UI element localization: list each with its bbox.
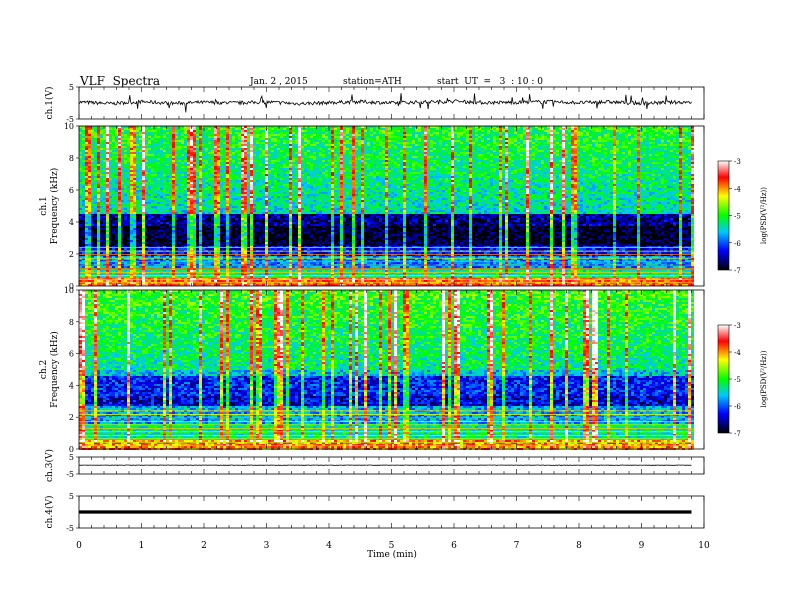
xtick-label: 2 <box>201 541 207 551</box>
ch1-spectrogram-ylabel: ch.1 <box>39 196 49 215</box>
ch2-spectrogram-colorbar-tick-label: -5 <box>734 376 741 384</box>
ch1-spectrogram-ylabel2: Frequency (kHz) <box>49 168 60 245</box>
xtick-label: 5 <box>389 541 395 551</box>
xtick-label: 10 <box>698 541 710 551</box>
xtick-label: 4 <box>326 541 332 551</box>
ch2-spectrogram-ytick-label: 0 <box>69 445 74 454</box>
ch1-spectrogram-colorbar-tick-label: -7 <box>734 267 741 275</box>
xtick-label: 0 <box>76 541 82 551</box>
ch1-waveform-ytick-label: 5 <box>69 83 74 92</box>
xaxis-label: Time (min) <box>367 549 417 560</box>
ch1-spectrogram-cells <box>79 126 694 286</box>
ch2-spectrogram-colorbar-tick-label: -3 <box>734 322 741 330</box>
ch1-waveform-ylabel: ch.1(V) <box>44 87 55 120</box>
ch3-waveform-ytick-label: 5 <box>69 453 74 462</box>
ch1-spectrogram-ytick-label: 6 <box>69 186 74 195</box>
xtick-label: 6 <box>451 541 457 551</box>
ch1-spectrogram-ytick-label: 0 <box>69 282 74 291</box>
ch1-waveform-trace <box>78 93 692 113</box>
ch4-waveform-ytick-label: -5 <box>66 524 74 533</box>
date-label: Jan. 2 , 2015 <box>250 77 308 87</box>
ch1-spectrogram-colorbar <box>717 160 730 271</box>
xtick-label: 7 <box>514 541 520 551</box>
ch2-spectrogram-colorbar-tick-label: -6 <box>734 403 741 411</box>
ch2-spectrogram-ytick-label: 2 <box>69 413 74 422</box>
ch2-spectrogram-ytick-label: 8 <box>69 318 74 327</box>
ch2-spectrogram-ytick-label: 4 <box>69 381 74 390</box>
ch2-spectrogram-ylabel2: Frequency (kHz) <box>49 331 60 408</box>
start-time-label: start UT = 3 : 10 : 0 <box>437 77 543 87</box>
ch2-spectrogram-ylabel: ch.2 <box>39 360 49 379</box>
ch3-waveform-ytick-label: -5 <box>66 470 74 479</box>
ch1-spectrogram-ytick-label: 8 <box>69 154 74 163</box>
xtick-label: 1 <box>139 541 145 551</box>
station-label: station=ATH <box>343 77 402 87</box>
xtick-label: 9 <box>639 541 645 551</box>
ch1-spectrogram-colorbar-label: log(PSD(V²/Hz)) <box>760 187 768 244</box>
ch1-spectrogram-ytick-label: 2 <box>69 250 74 259</box>
ch2-spectrogram-ytick-label: 10 <box>64 286 74 295</box>
ch1-spectrogram-colorbar-tick-label: -5 <box>734 213 741 221</box>
ch1-spectrogram-colorbar-tick-label: -3 <box>734 158 741 166</box>
xtick-label: 3 <box>264 541 270 551</box>
ch2-spectrogram-colorbar-label: log(PSD(V²/Hz)) <box>760 350 768 407</box>
ch2-spectrogram-cells <box>79 290 694 450</box>
ch1-spectrogram-ytick-label: 10 <box>64 122 74 131</box>
ch1-spectrogram-colorbar-tick-label: -6 <box>734 240 741 248</box>
ch3-waveform-ylabel: ch.3(V) <box>44 449 55 482</box>
ch2-spectrogram-colorbar-tick-label: -7 <box>734 430 741 438</box>
xtick-label: 8 <box>576 541 582 551</box>
ch4-waveform-ytick-label: 5 <box>69 492 74 501</box>
ch1-waveform-ytick-label: -5 <box>66 115 74 124</box>
ch2-spectrogram-colorbar-tick-label: -4 <box>734 349 741 357</box>
ch1-spectrogram-ytick-label: 4 <box>69 218 74 227</box>
ch3-waveform-trace <box>79 464 692 466</box>
ch4-waveform-ylabel: ch.4(V) <box>44 496 55 529</box>
figure-title: VLF Spectra <box>80 74 160 88</box>
ch2-spectrogram-ytick-label: 6 <box>69 350 74 359</box>
ch1-spectrogram-colorbar-tick-label: -4 <box>734 185 741 193</box>
ch2-spectrogram-colorbar <box>717 324 730 434</box>
